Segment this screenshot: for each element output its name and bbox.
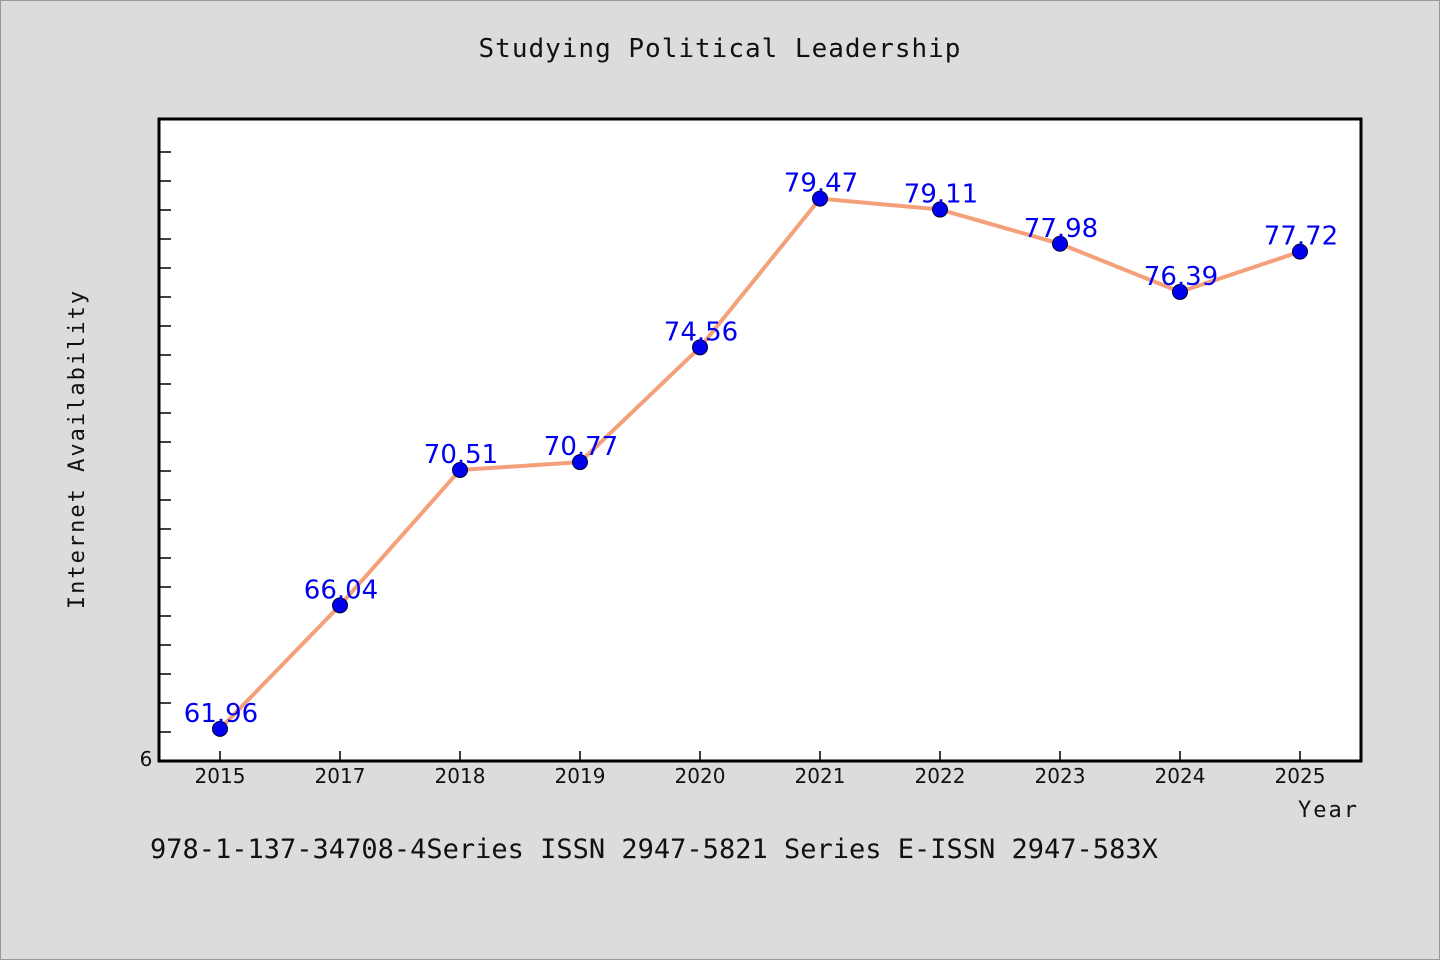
data-label-2025: 77.72 (1264, 222, 1338, 252)
x-tick-label: 2021 (795, 764, 846, 788)
footer-isbn-text: 978-1-137-34708-4Series ISSN 2947-5821 S… (150, 834, 1158, 865)
x-tick-label: 2020 (675, 764, 726, 788)
data-point-2019 (572, 454, 588, 471)
x-tick-label: 2022 (915, 764, 966, 788)
data-point-2015 (212, 720, 228, 737)
y-tick-label-0: 6 (140, 747, 153, 771)
x-tick-label: 2017 (315, 764, 366, 788)
y-axis-ticks (159, 151, 171, 733)
data-point-2021 (812, 190, 828, 207)
data-point-2024 (1172, 283, 1188, 300)
x-axis-ticks (219, 751, 1301, 761)
x-axis-title: Year (1298, 798, 1359, 823)
y-axis-title: Internet Availability (65, 289, 90, 609)
data-point-2017 (332, 597, 348, 614)
x-tick-labels: 2015 2017 2018 2019 2020 2021 2022 2023 2024 2025 (195, 764, 1326, 788)
series-markers (212, 190, 1308, 737)
data-point-2022 (932, 201, 948, 218)
data-labels: 61.96 66.04 70.51 70.77 74.56 79.47 79.11 77.98… (184, 169, 1338, 729)
data-label-2018: 70.51 (424, 440, 498, 470)
x-tick-label: 2023 (1035, 764, 1086, 788)
x-tick-label: 2019 (555, 764, 606, 788)
data-point-2018 (452, 461, 468, 478)
series-line (218, 196, 1301, 731)
data-label-2024: 76.39 (1144, 262, 1218, 292)
x-tick-label: 2025 (1275, 764, 1326, 788)
x-tick-label: 2024 (1155, 764, 1206, 788)
chart-title: Studying Political Leadership (478, 34, 962, 64)
data-label-2023: 77.98 (1024, 214, 1098, 244)
data-label-2021: 79.47 (784, 169, 858, 199)
data-label-2022: 79.11 (904, 180, 978, 210)
data-label-2020: 74.56 (664, 317, 738, 347)
data-label-2017: 66.04 (304, 575, 378, 605)
x-tick-label: 2018 (435, 764, 486, 788)
data-label-2019: 70.77 (544, 432, 618, 462)
data-point-2025 (1292, 243, 1308, 260)
data-point-2020 (692, 339, 708, 356)
data-point-2023 (1052, 235, 1068, 252)
x-tick-label: 2015 (195, 764, 246, 788)
plot-area (157, 117, 1363, 763)
data-label-2015: 61.96 (184, 699, 258, 729)
